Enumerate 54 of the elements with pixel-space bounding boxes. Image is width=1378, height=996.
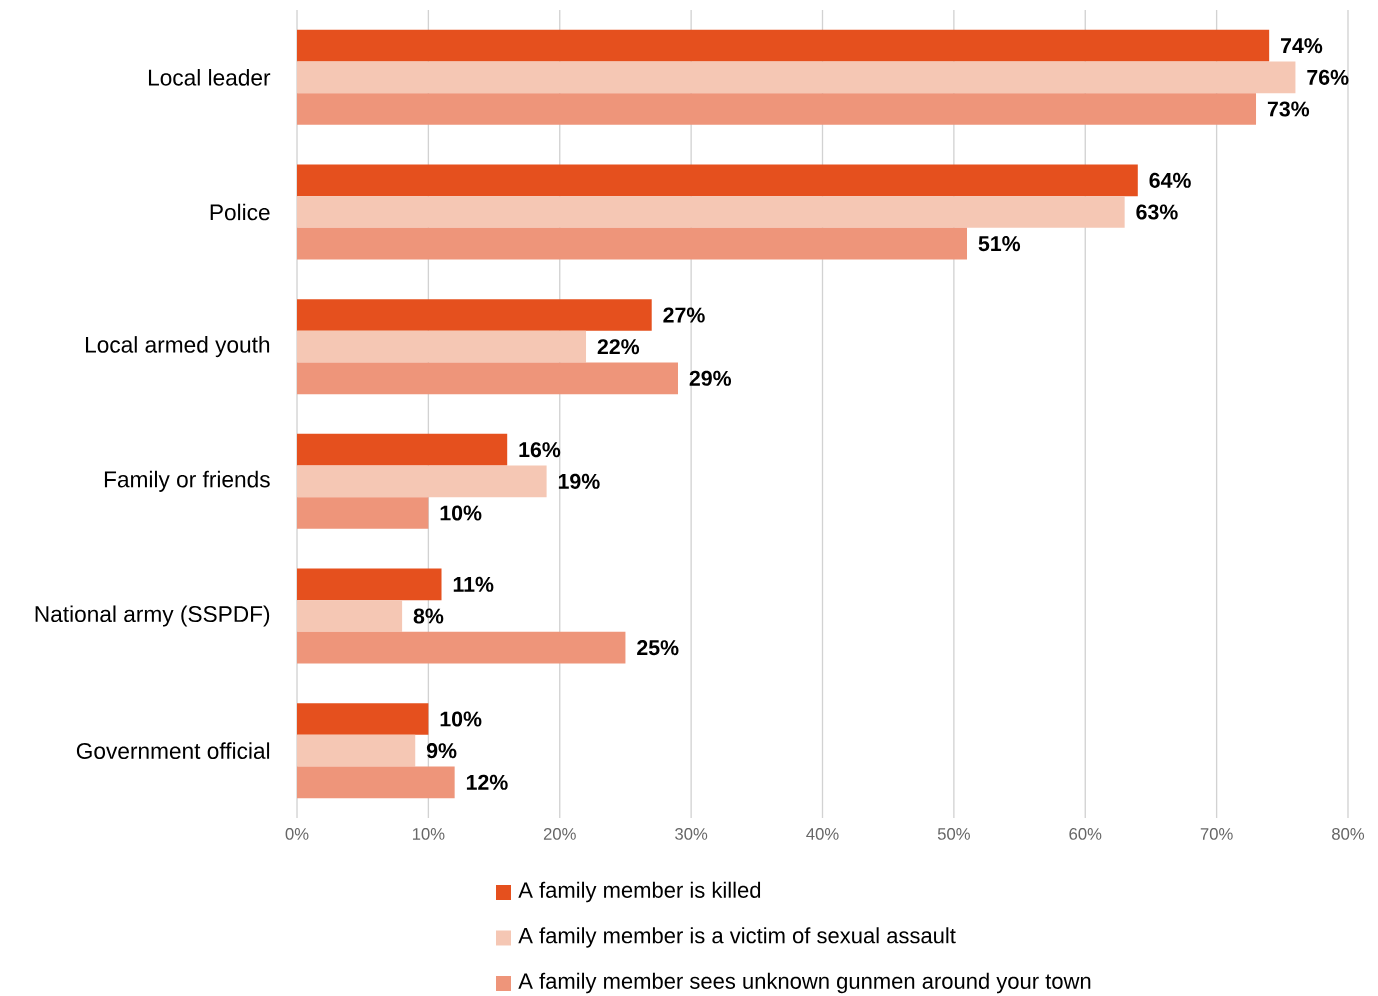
data-label: 10%	[440, 505, 482, 521]
data-label: 25%	[637, 640, 679, 656]
x-tick-label: 40%	[806, 828, 839, 840]
bar	[297, 362, 678, 395]
data-label: 8%	[413, 608, 444, 624]
y-tick-label: Local leader	[148, 69, 271, 86]
bar	[297, 568, 442, 601]
x-tick-label: 10%	[412, 828, 445, 840]
data-label: 9%	[426, 743, 457, 759]
data-label: 29%	[689, 370, 732, 386]
legend-label: A family member sees unknown gunmen around your town	[518, 972, 1091, 994]
data-label: 76%	[1307, 69, 1349, 85]
bar	[297, 600, 403, 632]
data-label: 16%	[519, 442, 561, 458]
x-tick-label: 60%	[1069, 828, 1102, 840]
bar	[297, 330, 587, 363]
x-tick-label: 30%	[675, 828, 708, 840]
y-tick-label: Local armed youth	[85, 336, 270, 358]
bar	[297, 227, 968, 260]
data-label: 11%	[453, 576, 494, 592]
bar	[297, 703, 429, 735]
x-tick-label: 0%	[285, 828, 309, 840]
bar	[297, 631, 626, 664]
bar	[297, 196, 1125, 228]
data-label: 63%	[1136, 204, 1178, 220]
bar	[297, 299, 652, 331]
bar	[297, 29, 1270, 62]
bar	[297, 465, 547, 498]
data-label: 51%	[978, 236, 1021, 252]
legend-label: A family member is a victim of sexual assault	[518, 927, 956, 948]
bar	[297, 734, 416, 767]
data-label: 73%	[1267, 101, 1310, 117]
x-tick-label: 70%	[1200, 828, 1233, 840]
bar	[297, 93, 1257, 125]
bar	[297, 497, 429, 529]
data-label: 10%	[440, 711, 482, 727]
bar	[297, 433, 508, 466]
y-tick-label: Government official	[76, 742, 270, 759]
y-tick-label: National army (SSPDF)	[35, 605, 270, 627]
data-label: 12%	[466, 774, 508, 790]
x-tick-label: 50%	[937, 828, 970, 840]
bar	[297, 766, 455, 799]
y-tick-label: Family or friends	[104, 470, 270, 492]
bar	[297, 164, 1138, 197]
data-label: 74%	[1281, 38, 1323, 54]
y-tick-label: Police	[210, 203, 270, 221]
x-tick-label: 80%	[1332, 828, 1365, 840]
legend-label: A family member is killed	[518, 881, 761, 903]
data-label: 19%	[558, 473, 600, 489]
x-tick-label: 20%	[543, 828, 576, 840]
data-label: 27%	[663, 307, 705, 323]
data-label: 22%	[597, 339, 640, 355]
bar	[297, 61, 1296, 94]
data-label: 64%	[1149, 172, 1191, 188]
